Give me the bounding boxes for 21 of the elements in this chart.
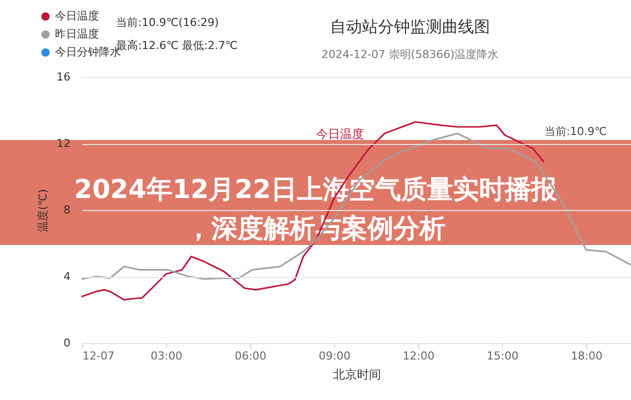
- x-tick-label: 03:00: [150, 350, 182, 362]
- y-tick-label: 4: [64, 270, 70, 283]
- x-tick-label: 18:00: [570, 350, 603, 362]
- y-tick-label: 8: [64, 204, 70, 216]
- x-tick-label: 09:00: [318, 350, 350, 362]
- x-tick-label: 12-07: [82, 350, 114, 362]
- x-tick-label: 15:00: [486, 350, 519, 362]
- x-axis-title: 北京时间: [333, 368, 381, 382]
- x-tick-label: 06:00: [234, 350, 266, 362]
- y-axis-title: 温度(℃): [36, 189, 50, 232]
- chart-title: 自动站分钟监测曲线图: [330, 17, 490, 36]
- y-tick-label: 16: [56, 70, 70, 84]
- y-tick-label: 0: [64, 336, 70, 350]
- legend-label: 今日温度: [55, 10, 99, 22]
- text: 当前:10.9℃(16:29): [116, 16, 219, 29]
- legend-label: 昨日温度: [55, 28, 99, 40]
- y-tick-label: 12: [56, 137, 70, 150]
- x-tick-label: 12:00: [402, 350, 434, 362]
- annotation: 今日温度: [316, 127, 364, 141]
- chart-subtitle: 2024-12-07 崇明(58366)温度降水: [322, 48, 498, 61]
- annotation: 当前:10.9℃: [544, 124, 607, 138]
